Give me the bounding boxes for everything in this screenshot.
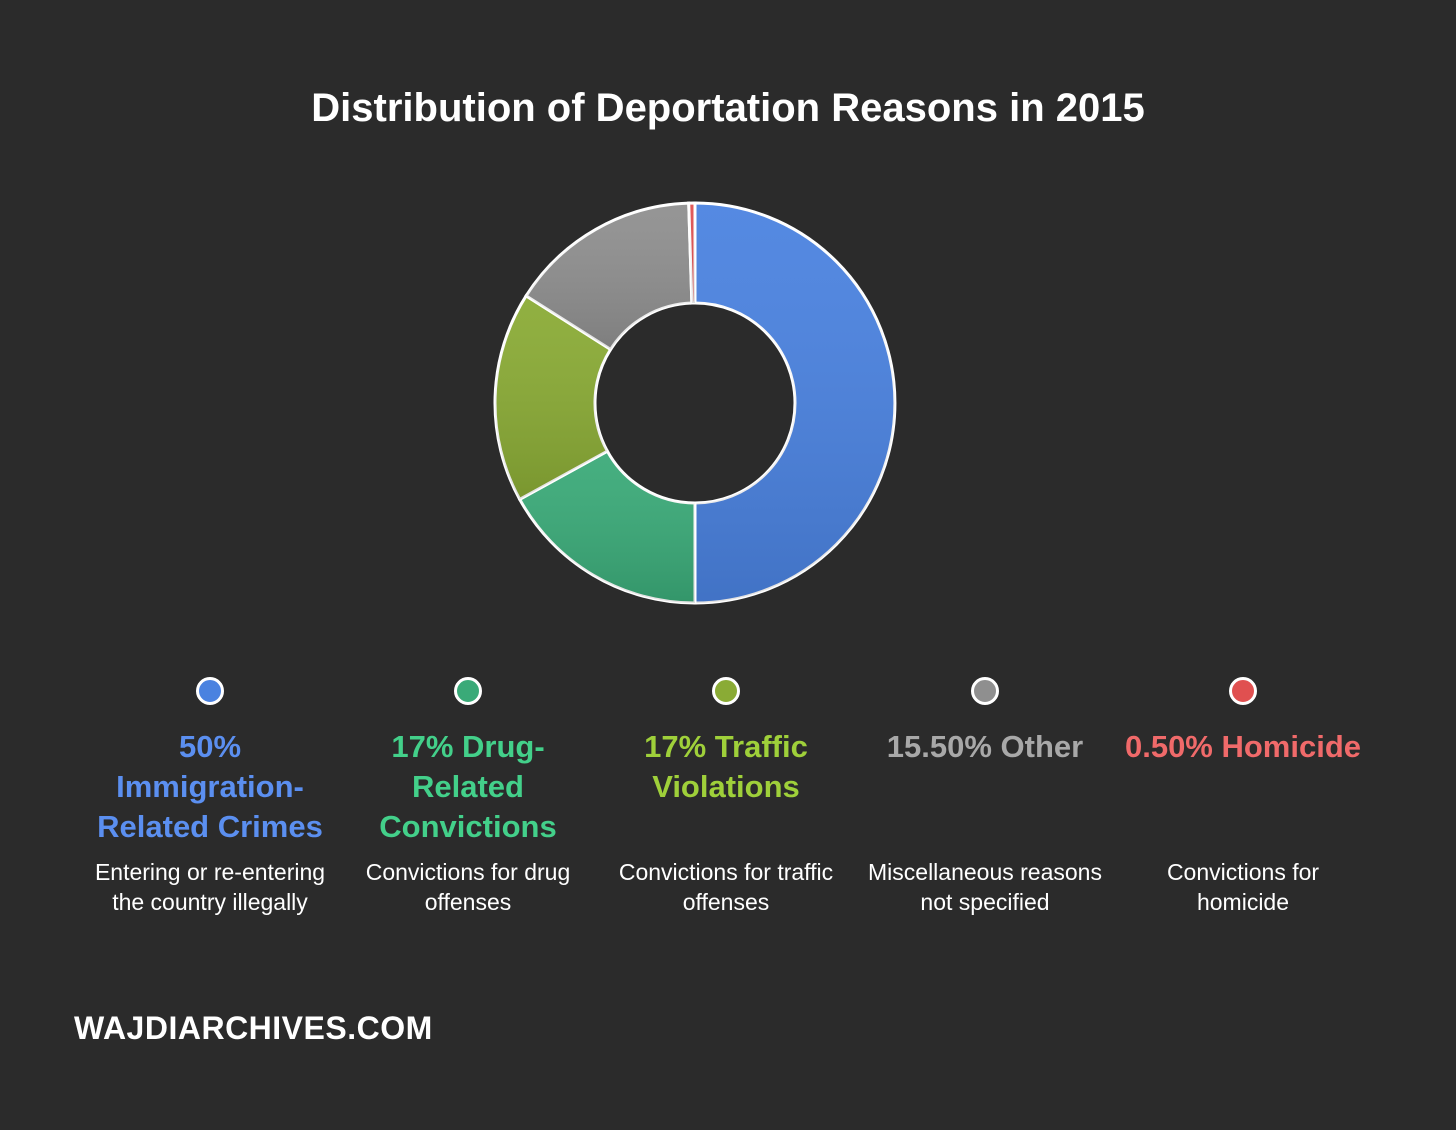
legend-description: Miscellaneous reasons not specified	[868, 859, 1102, 915]
legend-item: 17% Drug-Related Convictions Convictions …	[343, 677, 593, 917]
legend-item: 17% Traffic Violations Convictions for tr…	[601, 677, 851, 917]
chart-title: Distribution of Deportation Reasons in 2…	[311, 86, 1145, 130]
legend-heading: 0.50% Homicide	[1124, 729, 1362, 764]
legend-description: Convictions for traffic offenses	[618, 859, 834, 915]
legend-dot-icon	[454, 677, 482, 705]
legend-item: 50% Immigration-Related Crimes Entering o…	[85, 677, 335, 917]
donut-chart	[493, 201, 897, 605]
legend-description: Convictions for homicide	[1166, 859, 1320, 915]
donut-slice-shade	[695, 203, 895, 603]
legend-heading: 17% Drug-Related Convictions	[379, 729, 557, 844]
donut-slice-shade	[519, 451, 695, 603]
legend-description: Convictions for drug offenses	[365, 859, 571, 915]
donut-slice-shade	[688, 203, 695, 304]
donut-slice-shade	[494, 295, 611, 500]
donut-slice-shade	[526, 203, 692, 350]
legend-description: Entering or re-entering the country ille…	[94, 859, 326, 915]
legend-heading: 17% Traffic Violations	[644, 729, 808, 804]
legend-dot-icon	[712, 677, 740, 705]
legend-item: 0.50% Homicide Convictions for homicide	[1118, 677, 1368, 917]
legend-dot-icon	[1229, 677, 1257, 705]
legend-dot-icon	[196, 677, 224, 705]
legend-heading: 15.50% Other	[886, 729, 1084, 764]
legend-dot-icon	[971, 677, 999, 705]
legend-item: 15.50% Other Miscellaneous reasons not sp…	[860, 677, 1110, 917]
watermark: WAJDIARCHIVES.COM	[74, 1010, 433, 1046]
legend-heading: 50% Immigration-Related Crimes	[97, 729, 323, 844]
